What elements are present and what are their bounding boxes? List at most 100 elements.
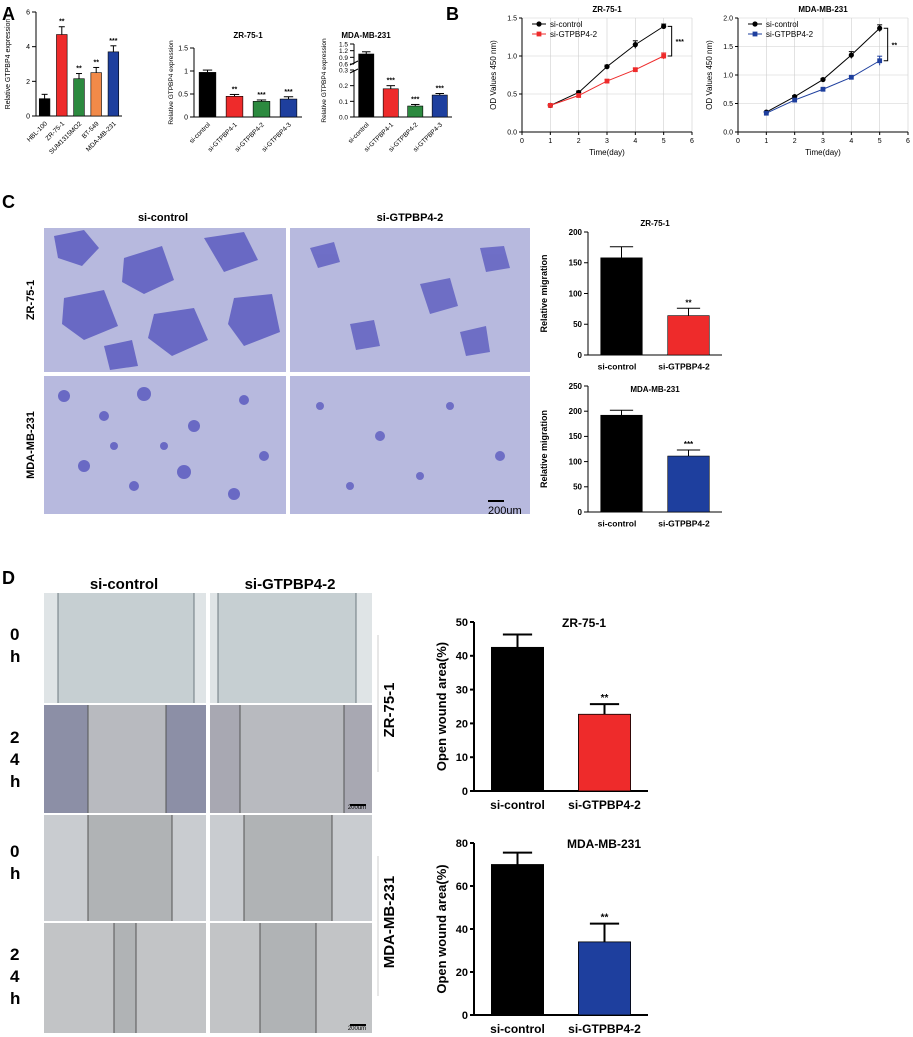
chart-b2-y-tick-label: 2.0	[723, 16, 733, 23]
chart-b1-data-point	[604, 78, 610, 84]
chart-b1-data-point	[547, 103, 553, 108]
chart-b2-y-tick-label: 0.0	[723, 130, 733, 137]
micrograph-c-zr-gtpbp4	[290, 228, 530, 372]
wound-edges	[44, 923, 206, 1033]
chart-b2-title: MDA-MB-231	[798, 5, 848, 14]
chart-b2-data-point	[877, 25, 883, 31]
panel-letter-c: C	[2, 192, 15, 212]
chart-c1-y-tick-label: 0	[578, 351, 583, 360]
chart-a2-bar-3	[252, 101, 271, 118]
chart-b1-legend-label: si-GTPBP4-2	[550, 30, 598, 39]
chart-c1-bar-1	[600, 257, 643, 356]
chart-a1-bar-4	[90, 72, 102, 117]
micrograph-d-mda-0h-control	[44, 815, 206, 921]
chart-a2-y-tick-label: 1	[184, 68, 188, 75]
stain-pattern-mda-control	[58, 387, 269, 500]
chart-d2-significance: **	[601, 913, 609, 924]
chart-b1-significance: ***	[676, 39, 684, 46]
chart-b1-significance-bracket	[667, 25, 673, 57]
chart-a3-bar-3	[407, 105, 424, 118]
chart-a3-y-tick-label: 0.3	[339, 68, 348, 75]
micrograph-c-mda-control	[44, 376, 286, 514]
chart-c2-y-tick-label: 250	[569, 382, 583, 391]
chart-a1-bar-1	[38, 98, 51, 117]
chart-d1-y-tick-label: 40	[456, 651, 468, 663]
chart-b1-title: ZR-75-1	[592, 5, 622, 14]
chart-d1-category-label: si-control	[490, 798, 545, 812]
micrograph-d-mda-24h-gtpbp4	[210, 923, 372, 1033]
chart-a2-category-label: si-control	[188, 121, 212, 145]
chart-a2-bar-2	[225, 96, 244, 118]
chart-b1-legend-marker	[536, 31, 542, 37]
chart-a3-bar-1	[358, 53, 375, 118]
panel-c-row-label: MDA-MB-231	[25, 411, 37, 479]
chart-b2-x-tick-label: 0	[736, 138, 740, 145]
chart-b2-data-point	[848, 74, 854, 80]
chart-b1-y-axis-label: OD Values 450 nm)	[489, 40, 498, 110]
chart-b2-legend-marker	[752, 31, 758, 37]
chart-b1-x-tick-label: 4	[633, 138, 637, 145]
wound-edges	[44, 593, 206, 703]
chart-c1-y-tick-label: 200	[569, 228, 583, 237]
chart-d2-bar-1	[490, 864, 544, 1016]
chart-b2-data-point	[792, 97, 798, 103]
time-label: 4	[10, 750, 20, 769]
chart-b1-chart: 0.0 0.5 1.0 1.5 0 1 2 3 4 5 6 si-controlsi-GTPBP4-2…	[489, 5, 694, 157]
chart-c2-y-tick-label: 0	[578, 508, 583, 517]
chart-a3-title: MDA-MB-231	[341, 31, 391, 40]
chart-d2-y-axis-label: Open wound area(%)	[434, 864, 449, 993]
wound-edges	[210, 593, 372, 703]
chart-c2-category-label: si-control	[598, 519, 637, 529]
chart-b1-data-point	[661, 53, 667, 59]
chart-b2-y-axis-label: OD Values 450 nm)	[705, 40, 714, 110]
chart-c1-category-label: si-control	[598, 362, 637, 372]
stain-pattern-zr-gtpbp4	[310, 242, 510, 356]
chart-b1-data-point	[632, 42, 638, 48]
chart-d2-y-tick-label: 0	[462, 1010, 468, 1022]
chart-d1-title: ZR-75-1	[562, 616, 606, 630]
chart-a3-significance: ***	[411, 96, 419, 103]
chart-c2-chart: 0 50 100 150 200 250 si-control *** si-GTPBP4-2 M…	[539, 382, 722, 529]
chart-a1-bar-2	[56, 34, 68, 117]
panel-d-col-label: si-GTPBP4-2	[245, 576, 336, 593]
chart-c2-y-tick-label: 100	[569, 457, 583, 466]
chart-d1-y-tick-label: 10	[456, 752, 468, 764]
time-label: h	[10, 864, 20, 883]
chart-a3-y-tick-label: 0.1	[339, 99, 348, 106]
panel-d-cell-label: MDA-MB-231	[381, 876, 398, 969]
chart-d2-category-label: si-control	[490, 1022, 545, 1036]
chart-a2-y-tick-label: 0.5	[178, 91, 188, 98]
chart-b1-x-tick-label: 3	[605, 138, 609, 145]
panel-letter-b: B	[446, 4, 459, 24]
chart-a1-y-axis-label: Relative GTPBP4 expression	[5, 19, 12, 110]
chart-a3-y-tick-label: 1.2	[339, 48, 348, 55]
chart-b1-legend-marker	[536, 21, 542, 27]
chart-a2-category-label: si-GTPBP4-3	[261, 121, 293, 153]
chart-d1-y-tick-label: 30	[456, 684, 468, 696]
chart-b1-legend-label: si-control	[550, 20, 583, 29]
chart-a2-significance: ***	[257, 92, 265, 99]
chart-d1-y-tick-label: 20	[456, 718, 468, 730]
chart-a2-y-tick-label: 0	[184, 114, 188, 121]
stain-pattern-zr-control	[54, 230, 280, 370]
time-label: h	[10, 647, 20, 666]
chart-b1-y-tick-label: 1.0	[507, 54, 517, 61]
wound-edges	[210, 705, 372, 813]
chart-d1-bar-1	[490, 646, 544, 792]
chart-d1-y-axis-label: Open wound area(%)	[434, 642, 449, 771]
time-label: 2	[10, 728, 19, 747]
chart-d1-y-tick-label: 50	[456, 617, 468, 629]
chart-d2-title: MDA-MB-231	[567, 837, 641, 851]
chart-b2-x-tick-label: 1	[764, 138, 768, 145]
micrograph-c-mda-gtpbp4	[290, 376, 530, 514]
chart-a1-significance: **	[93, 59, 99, 66]
chart-d1-y-tick-label: 0	[462, 786, 468, 798]
chart-b2-legend-label: si-control	[766, 20, 799, 29]
micrograph-d-mda-0h-gtpbp4	[210, 815, 372, 921]
chart-b1-x-axis-label: Time(day)	[589, 148, 625, 157]
chart-c1-chart: 0 50 100 150 200 si-control ** si-GTPBP4-2 ZR-75…	[539, 219, 722, 372]
chart-a3-y-tick-label: 0.6	[339, 62, 348, 69]
chart-a2-title: ZR-75-1	[233, 31, 263, 40]
chart-a2-significance: ***	[284, 89, 292, 96]
